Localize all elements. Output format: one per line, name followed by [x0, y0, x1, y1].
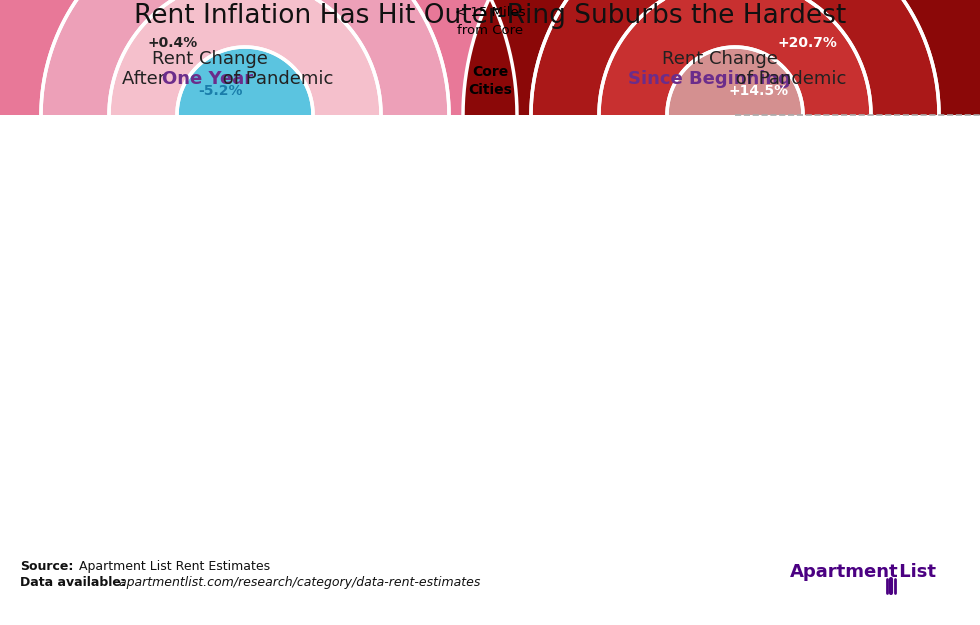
Text: Cities
< 15 Miles
from Core: Cities < 15 Miles from Core — [455, 0, 525, 36]
Polygon shape — [41, 0, 449, 115]
Polygon shape — [109, 0, 381, 115]
Text: +2.9%: +2.9% — [100, 0, 150, 2]
Text: List: List — [893, 563, 936, 581]
Text: of Pandemic: of Pandemic — [730, 70, 847, 88]
Text: Rent Change: Rent Change — [662, 50, 778, 68]
Polygon shape — [667, 47, 803, 115]
Text: of Pandemic: of Pandemic — [217, 70, 333, 88]
Text: +0.4%: +0.4% — [148, 36, 198, 50]
Polygon shape — [0, 0, 517, 115]
Text: Rent Change: Rent Change — [152, 50, 268, 68]
Text: Source:: Source: — [20, 560, 74, 573]
Text: One Year: One Year — [163, 70, 254, 88]
Polygon shape — [463, 0, 980, 115]
Text: -5.2%: -5.2% — [199, 84, 243, 98]
Text: After: After — [122, 70, 171, 88]
Text: Core
Cities: Core Cities — [468, 65, 512, 98]
Text: +24.1%: +24.1% — [825, 0, 885, 2]
Polygon shape — [177, 47, 313, 115]
Text: apartmentlist.com/research/category/data-rent-estimates: apartmentlist.com/research/category/data… — [115, 576, 480, 589]
Polygon shape — [531, 0, 939, 115]
Polygon shape — [599, 0, 871, 115]
Text: +20.7%: +20.7% — [777, 36, 837, 50]
Text: Apartment List Rent Estimates: Apartment List Rent Estimates — [75, 560, 270, 573]
Text: Rent Inflation Has Hit Outer-Ring Suburbs the Hardest: Rent Inflation Has Hit Outer-Ring Suburb… — [134, 3, 846, 29]
Text: Since Beginning: Since Beginning — [628, 70, 791, 88]
Text: Data available:: Data available: — [20, 576, 125, 589]
Text: +14.5%: +14.5% — [729, 84, 789, 98]
Text: Apartment: Apartment — [790, 563, 899, 581]
